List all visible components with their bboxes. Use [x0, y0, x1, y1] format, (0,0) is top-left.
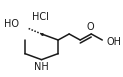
Text: HO: HO	[4, 19, 19, 29]
Text: NH: NH	[34, 62, 49, 72]
Text: HCl: HCl	[32, 12, 48, 22]
Text: OH: OH	[107, 37, 122, 47]
Text: O: O	[86, 22, 94, 32]
